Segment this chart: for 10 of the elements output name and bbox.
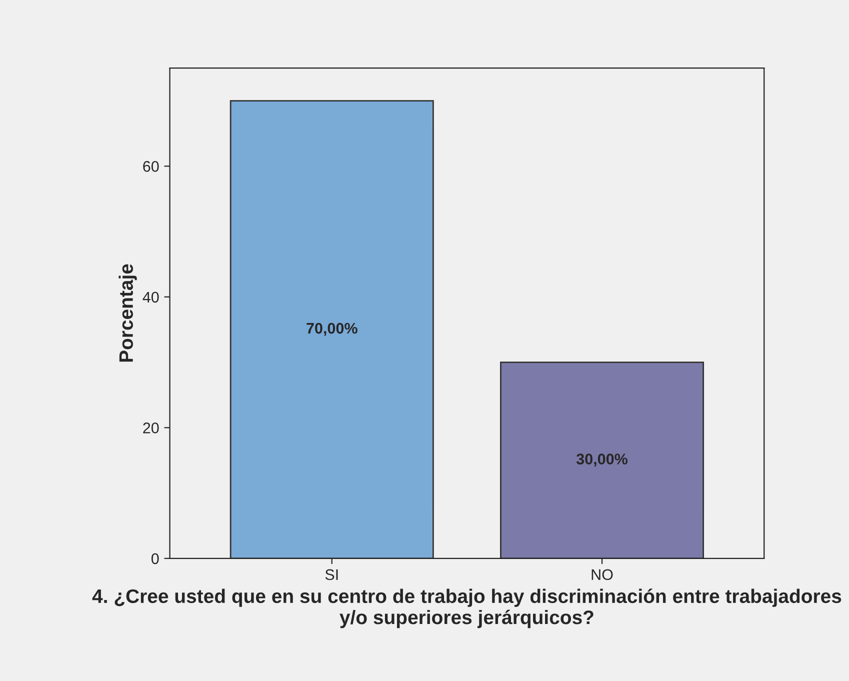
- data-label: 70,00%: [306, 322, 358, 336]
- y-tick-label: 60: [143, 161, 159, 172]
- data-label: 30,00%: [576, 454, 628, 467]
- y-tick-label: 0: [151, 553, 159, 564]
- x-tick-label: SI: [325, 569, 338, 580]
- x-tick-label: NO: [592, 569, 613, 580]
- y-axis-title: Porcentaje: [118, 264, 137, 362]
- y-tick-label: 20: [143, 422, 159, 434]
- x-axis-title: 4. ¿Cree usted que en su centro de trabajo hay discriminación entre trabajadores y/o superiores jerárquicos?: [92, 588, 842, 628]
- y-tick-label: 40: [142, 292, 159, 303]
